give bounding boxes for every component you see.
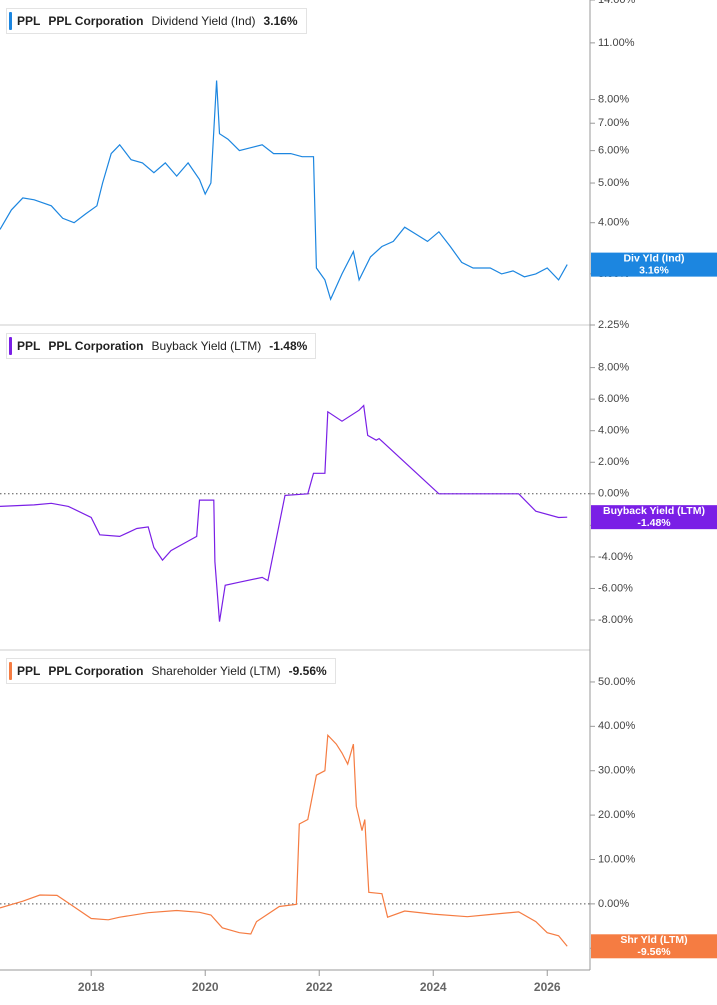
header-color-bar	[9, 12, 12, 30]
company: PPL Corporation	[48, 14, 144, 28]
y-tick-label: 10.00%	[598, 853, 636, 865]
badge-name: Buyback Yield (LTM)	[603, 505, 705, 517]
y-tick-label: 8.00%	[598, 93, 629, 105]
x-tick-label: 2018	[78, 980, 105, 994]
ticker: PPL	[17, 339, 41, 353]
value-badge: Div Yld (Ind)3.16%	[591, 252, 717, 277]
y-tick-label: 7.00%	[598, 117, 629, 129]
value-badge: Buyback Yield (LTM)-1.48%	[591, 505, 717, 530]
x-tick-label: 2020	[192, 980, 219, 994]
company: PPL Corporation	[48, 664, 144, 678]
metric-value: 3.16%	[263, 14, 298, 28]
badge-box	[591, 252, 717, 277]
y-tick-label: 5.00%	[598, 177, 629, 189]
series-line	[0, 404, 568, 622]
y-tick-label: -8.00%	[598, 614, 633, 626]
y-tick-label: 6.00%	[598, 393, 629, 405]
badge-box	[591, 934, 717, 959]
badge-value: 3.16%	[639, 264, 669, 276]
y-tick-label: 50.00%	[598, 676, 636, 688]
value-badge: Shr Yld (LTM)-9.56%	[591, 934, 717, 959]
badge-name: Shr Yld (LTM)	[620, 934, 687, 946]
panel-header: PPL PPL Corporation Shareholder Yield (LTM…	[6, 658, 336, 684]
metric-value: -1.48%	[269, 339, 308, 353]
panel-header: PPL PPL Corporation Dividend Yield (Ind) 3.…	[6, 8, 307, 34]
x-tick-label: 2026	[534, 980, 561, 994]
badge-value: -1.48%	[637, 517, 671, 529]
badge-box	[591, 505, 717, 530]
metric-title: Buyback Yield (LTM)	[151, 339, 262, 353]
y-tick-label: -4.00%	[598, 551, 633, 563]
y-tick-label: 2.25%	[598, 319, 629, 331]
y-tick-label: 4.00%	[598, 425, 629, 437]
series-line	[0, 80, 568, 302]
y-tick-label: 40.00%	[598, 720, 636, 732]
y-tick-label: -6.00%	[598, 582, 633, 594]
header-color-bar	[9, 337, 12, 355]
ticker: PPL	[17, 14, 41, 28]
badge-name: Div Yld (Ind)	[623, 252, 684, 264]
company: PPL Corporation	[48, 339, 144, 353]
series-line	[0, 733, 568, 947]
header-color-bar	[9, 662, 12, 680]
y-tick-label: 0.00%	[598, 488, 629, 500]
y-tick-label: 8.00%	[598, 362, 629, 374]
x-tick-label: 2022	[306, 980, 333, 994]
y-tick-label: 0.00%	[598, 898, 629, 910]
y-tick-label: 11.00%	[598, 37, 635, 49]
x-tick-label: 2024	[420, 980, 447, 994]
metric-title: Shareholder Yield (LTM)	[151, 664, 281, 678]
y-tick-label: 30.00%	[598, 765, 636, 777]
metric-title: Dividend Yield (Ind)	[151, 14, 256, 28]
panel-header: PPL PPL Corporation Buyback Yield (LTM) -1.…	[6, 333, 317, 359]
badge-value: -9.56%	[637, 946, 671, 958]
y-tick-label: 6.00%	[598, 145, 629, 157]
ticker: PPL	[17, 664, 41, 678]
y-tick-label: 14.00%	[598, 0, 636, 6]
y-tick-label: 4.00%	[598, 217, 629, 229]
y-tick-label: 20.00%	[598, 809, 636, 821]
metric-value: -9.56%	[288, 664, 327, 678]
y-tick-label: 2.00%	[598, 456, 629, 468]
